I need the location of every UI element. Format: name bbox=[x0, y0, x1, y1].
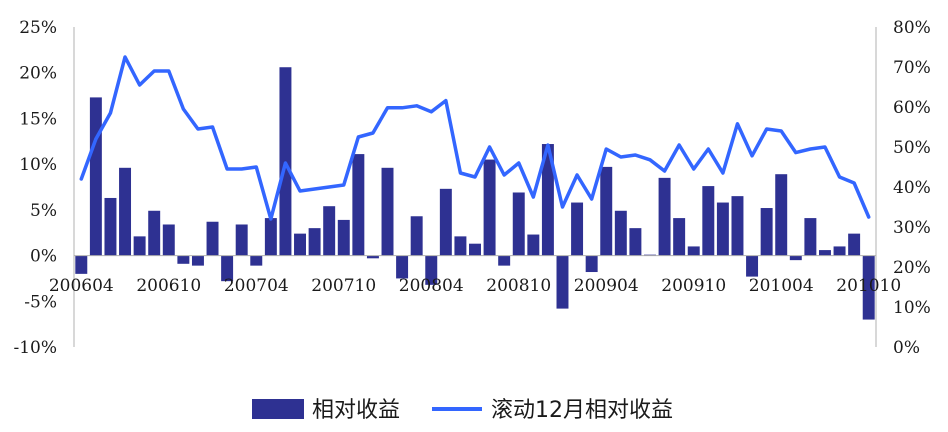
bar-201006 bbox=[804, 218, 817, 256]
bar-200810 bbox=[512, 192, 525, 256]
x-tick-200604: 200604 bbox=[49, 276, 114, 296]
bar-200812 bbox=[541, 144, 554, 256]
left-tick-label: -10% bbox=[13, 338, 57, 358]
left-tick-label: 5% bbox=[30, 201, 57, 221]
bar-200811 bbox=[527, 234, 540, 256]
left-y-tick-labels: 25% 20% 15% 10% 5% 0% -5% -10% bbox=[13, 18, 57, 358]
bar-200802 bbox=[396, 255, 409, 279]
x-tick-200710: 200710 bbox=[311, 276, 376, 296]
left-tick-label: 20% bbox=[19, 64, 57, 84]
bar-200707 bbox=[294, 233, 306, 256]
bar-200902 bbox=[571, 202, 584, 256]
legend-label-line: 滚动12月相对收益 bbox=[491, 398, 673, 423]
bar-200703 bbox=[235, 224, 248, 256]
left-tick-label: 25% bbox=[19, 18, 57, 38]
bar-200705 bbox=[264, 218, 277, 256]
bar-200709 bbox=[323, 206, 336, 256]
left-tick-label: 10% bbox=[19, 155, 57, 175]
bar-200905 bbox=[614, 210, 627, 256]
bar-201005 bbox=[789, 255, 802, 261]
bar-200712 bbox=[366, 255, 379, 259]
bar-201002 bbox=[746, 255, 759, 277]
bar-201010 bbox=[862, 255, 875, 320]
bar-200809 bbox=[498, 255, 511, 266]
bar-200903 bbox=[585, 255, 598, 273]
right-tick-label: 60% bbox=[893, 98, 931, 118]
bar-200803 bbox=[410, 216, 423, 256]
bar-200605 bbox=[89, 97, 102, 256]
bar-200910 bbox=[687, 246, 700, 256]
bar-200801 bbox=[381, 167, 394, 256]
legend-bar-swatch bbox=[252, 399, 304, 419]
line-series bbox=[79, 55, 871, 221]
bar-200806 bbox=[454, 236, 467, 256]
right-tick-label: 40% bbox=[893, 178, 931, 198]
left-tick-label: 15% bbox=[19, 109, 57, 129]
right-tick-label: 30% bbox=[893, 218, 931, 238]
bar-200711 bbox=[352, 154, 365, 256]
x-tick-200904: 200904 bbox=[574, 276, 639, 296]
x-tick-201010: 201010 bbox=[836, 276, 901, 296]
bar-200909 bbox=[673, 218, 686, 256]
bar-200807 bbox=[469, 243, 481, 256]
bar-200612 bbox=[191, 255, 204, 266]
bar-200702 bbox=[221, 255, 234, 282]
bar-201008 bbox=[833, 246, 846, 256]
right-tick-label: 50% bbox=[893, 138, 931, 158]
right-y-tick-labels: 80% 70% 60% 50% 40% 30% 20% 10% 0% bbox=[893, 18, 931, 358]
bar-200609 bbox=[148, 210, 161, 256]
bar-200608 bbox=[133, 236, 146, 256]
bar-200701 bbox=[206, 221, 219, 256]
x-tick-200704: 200704 bbox=[224, 276, 289, 296]
bar-200704 bbox=[250, 255, 263, 266]
bar-200808 bbox=[483, 159, 496, 256]
bar-200912 bbox=[716, 202, 729, 256]
legend-label-bar: 相对收益 bbox=[312, 398, 400, 423]
bar-200710 bbox=[337, 219, 350, 256]
bar-200906 bbox=[629, 228, 642, 256]
bar-200805 bbox=[439, 188, 452, 256]
axes bbox=[73, 27, 877, 347]
right-tick-label: 20% bbox=[893, 258, 931, 278]
x-tick-200910: 200910 bbox=[661, 276, 726, 296]
x-tick-201004: 201004 bbox=[749, 276, 814, 296]
x-tick-200804: 200804 bbox=[399, 276, 464, 296]
bar-201001 bbox=[731, 196, 744, 256]
right-tick-label: 70% bbox=[893, 58, 931, 78]
bar-200911 bbox=[702, 186, 715, 256]
bar-200708 bbox=[308, 228, 321, 256]
left-tick-label: -5% bbox=[24, 292, 57, 312]
bar-201007 bbox=[818, 250, 831, 256]
legend: 相对收益 滚动12月相对收益 bbox=[252, 398, 673, 423]
bar-201004 bbox=[775, 174, 788, 256]
bar-201003 bbox=[760, 208, 773, 256]
bar-200904 bbox=[600, 166, 613, 256]
left-tick-label: 0% bbox=[30, 247, 57, 267]
rolling-12m-line bbox=[79, 55, 871, 221]
bar-200604 bbox=[75, 255, 88, 274]
right-tick-label: 10% bbox=[893, 298, 931, 318]
bar-200804 bbox=[425, 255, 438, 285]
x-tick-labels: 200604 200610 200704 200710 200804 200810 2009… bbox=[49, 276, 901, 296]
right-tick-label: 80% bbox=[893, 18, 931, 38]
bar-200610 bbox=[162, 224, 175, 256]
bar-201009 bbox=[848, 233, 861, 256]
right-tick-label: 0% bbox=[893, 338, 920, 358]
x-tick-200810: 200810 bbox=[486, 276, 551, 296]
bar-200607 bbox=[119, 167, 132, 256]
bar-200611 bbox=[177, 255, 190, 264]
x-tick-200610: 200610 bbox=[136, 276, 201, 296]
bar-200908 bbox=[658, 177, 671, 256]
bar-series bbox=[75, 67, 875, 320]
bar-200901 bbox=[556, 255, 569, 309]
bar-200606 bbox=[104, 197, 117, 256]
